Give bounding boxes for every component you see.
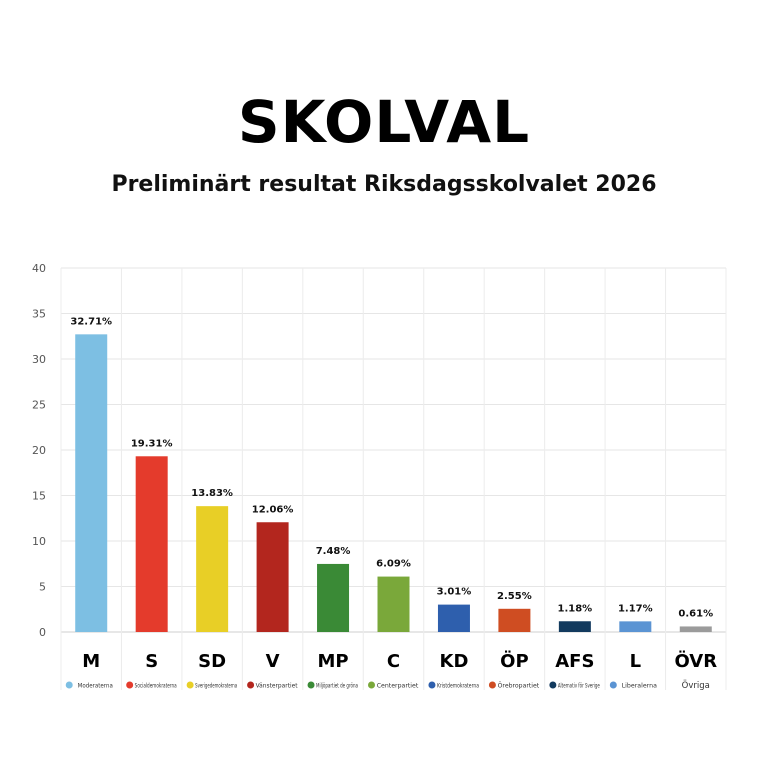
data-label: 3.01% bbox=[437, 587, 472, 598]
party-logo-label: Sverigedemokraterna bbox=[195, 682, 237, 690]
category-label: SD bbox=[198, 651, 226, 672]
party-logo-label: Miljöpartiet de gröna bbox=[316, 682, 358, 690]
data-label: 1.18% bbox=[558, 603, 593, 614]
y-tick-label: 25 bbox=[32, 399, 46, 412]
party-logo-mark bbox=[126, 681, 134, 689]
bar-sd bbox=[196, 506, 229, 632]
bar-c bbox=[377, 576, 410, 632]
bar-s bbox=[135, 456, 168, 632]
bar-kd bbox=[437, 604, 470, 632]
party-logo-label: Moderaterna bbox=[78, 682, 113, 690]
party-logo-label: Örebropartiet bbox=[498, 681, 540, 690]
party-logo-mark bbox=[307, 681, 315, 689]
category-label: C bbox=[387, 651, 400, 672]
party-logo-mark bbox=[186, 681, 194, 689]
bar-öp bbox=[498, 608, 531, 632]
bar-m bbox=[75, 334, 108, 632]
party-logo-label: Liberalerna bbox=[622, 682, 657, 690]
category-label: AFS bbox=[555, 651, 594, 672]
y-tick-label: 40 bbox=[32, 262, 46, 275]
data-label: 0.61% bbox=[678, 608, 713, 619]
party-logo-label: Alternativ för Sverige bbox=[558, 682, 600, 690]
bar-v bbox=[256, 522, 289, 632]
page-subtitle: Preliminärt resultat Riksdagsskolvalet 2… bbox=[111, 172, 657, 197]
party-logo-mark bbox=[549, 681, 557, 689]
data-label: 6.09% bbox=[376, 559, 411, 570]
party-logo-label: Vänsterpartiet bbox=[256, 682, 298, 690]
bar-övr bbox=[679, 626, 712, 632]
page-title: SKOLVAL bbox=[237, 88, 531, 156]
category-label: KD bbox=[440, 651, 469, 672]
party-logo-label: Övriga bbox=[682, 680, 710, 691]
category-label: M bbox=[82, 651, 100, 672]
data-label: 32.71% bbox=[70, 316, 112, 327]
category-label: S bbox=[145, 651, 158, 672]
category-label: ÖVR bbox=[674, 650, 717, 672]
party-logo-label: Kristdemokraterna bbox=[437, 682, 479, 690]
y-tick-label: 15 bbox=[32, 490, 46, 503]
party-logo-mark bbox=[428, 681, 436, 689]
data-label: 19.31% bbox=[131, 438, 173, 449]
data-label: 2.55% bbox=[497, 591, 532, 602]
party-logo-mark bbox=[609, 681, 617, 689]
party-logo-label: Socialdemokraterna bbox=[135, 682, 177, 690]
y-tick-label: 10 bbox=[32, 535, 46, 548]
y-tick-label: 5 bbox=[39, 581, 46, 594]
category-label: V bbox=[266, 651, 280, 672]
data-label: 7.48% bbox=[316, 546, 351, 557]
category-label: ÖP bbox=[500, 650, 529, 672]
party-logo-mark bbox=[247, 681, 255, 689]
bar-afs bbox=[558, 621, 591, 632]
party-logo-mark bbox=[488, 681, 496, 689]
category-label: L bbox=[630, 651, 641, 672]
party-logo-mark bbox=[368, 681, 375, 689]
data-label: 13.83% bbox=[191, 488, 233, 499]
y-tick-label: 35 bbox=[32, 308, 46, 321]
bar-mp bbox=[317, 563, 350, 632]
y-tick-label: 0 bbox=[39, 626, 46, 639]
data-label: 1.17% bbox=[618, 603, 653, 614]
party-logo-label: Centerpartiet bbox=[377, 682, 419, 690]
category-label: MP bbox=[317, 651, 348, 672]
y-tick-label: 20 bbox=[32, 444, 46, 457]
party-logo-mark bbox=[65, 681, 73, 689]
data-label: 12.06% bbox=[252, 504, 294, 515]
y-tick-label: 30 bbox=[32, 353, 46, 366]
bar-l bbox=[619, 621, 652, 632]
